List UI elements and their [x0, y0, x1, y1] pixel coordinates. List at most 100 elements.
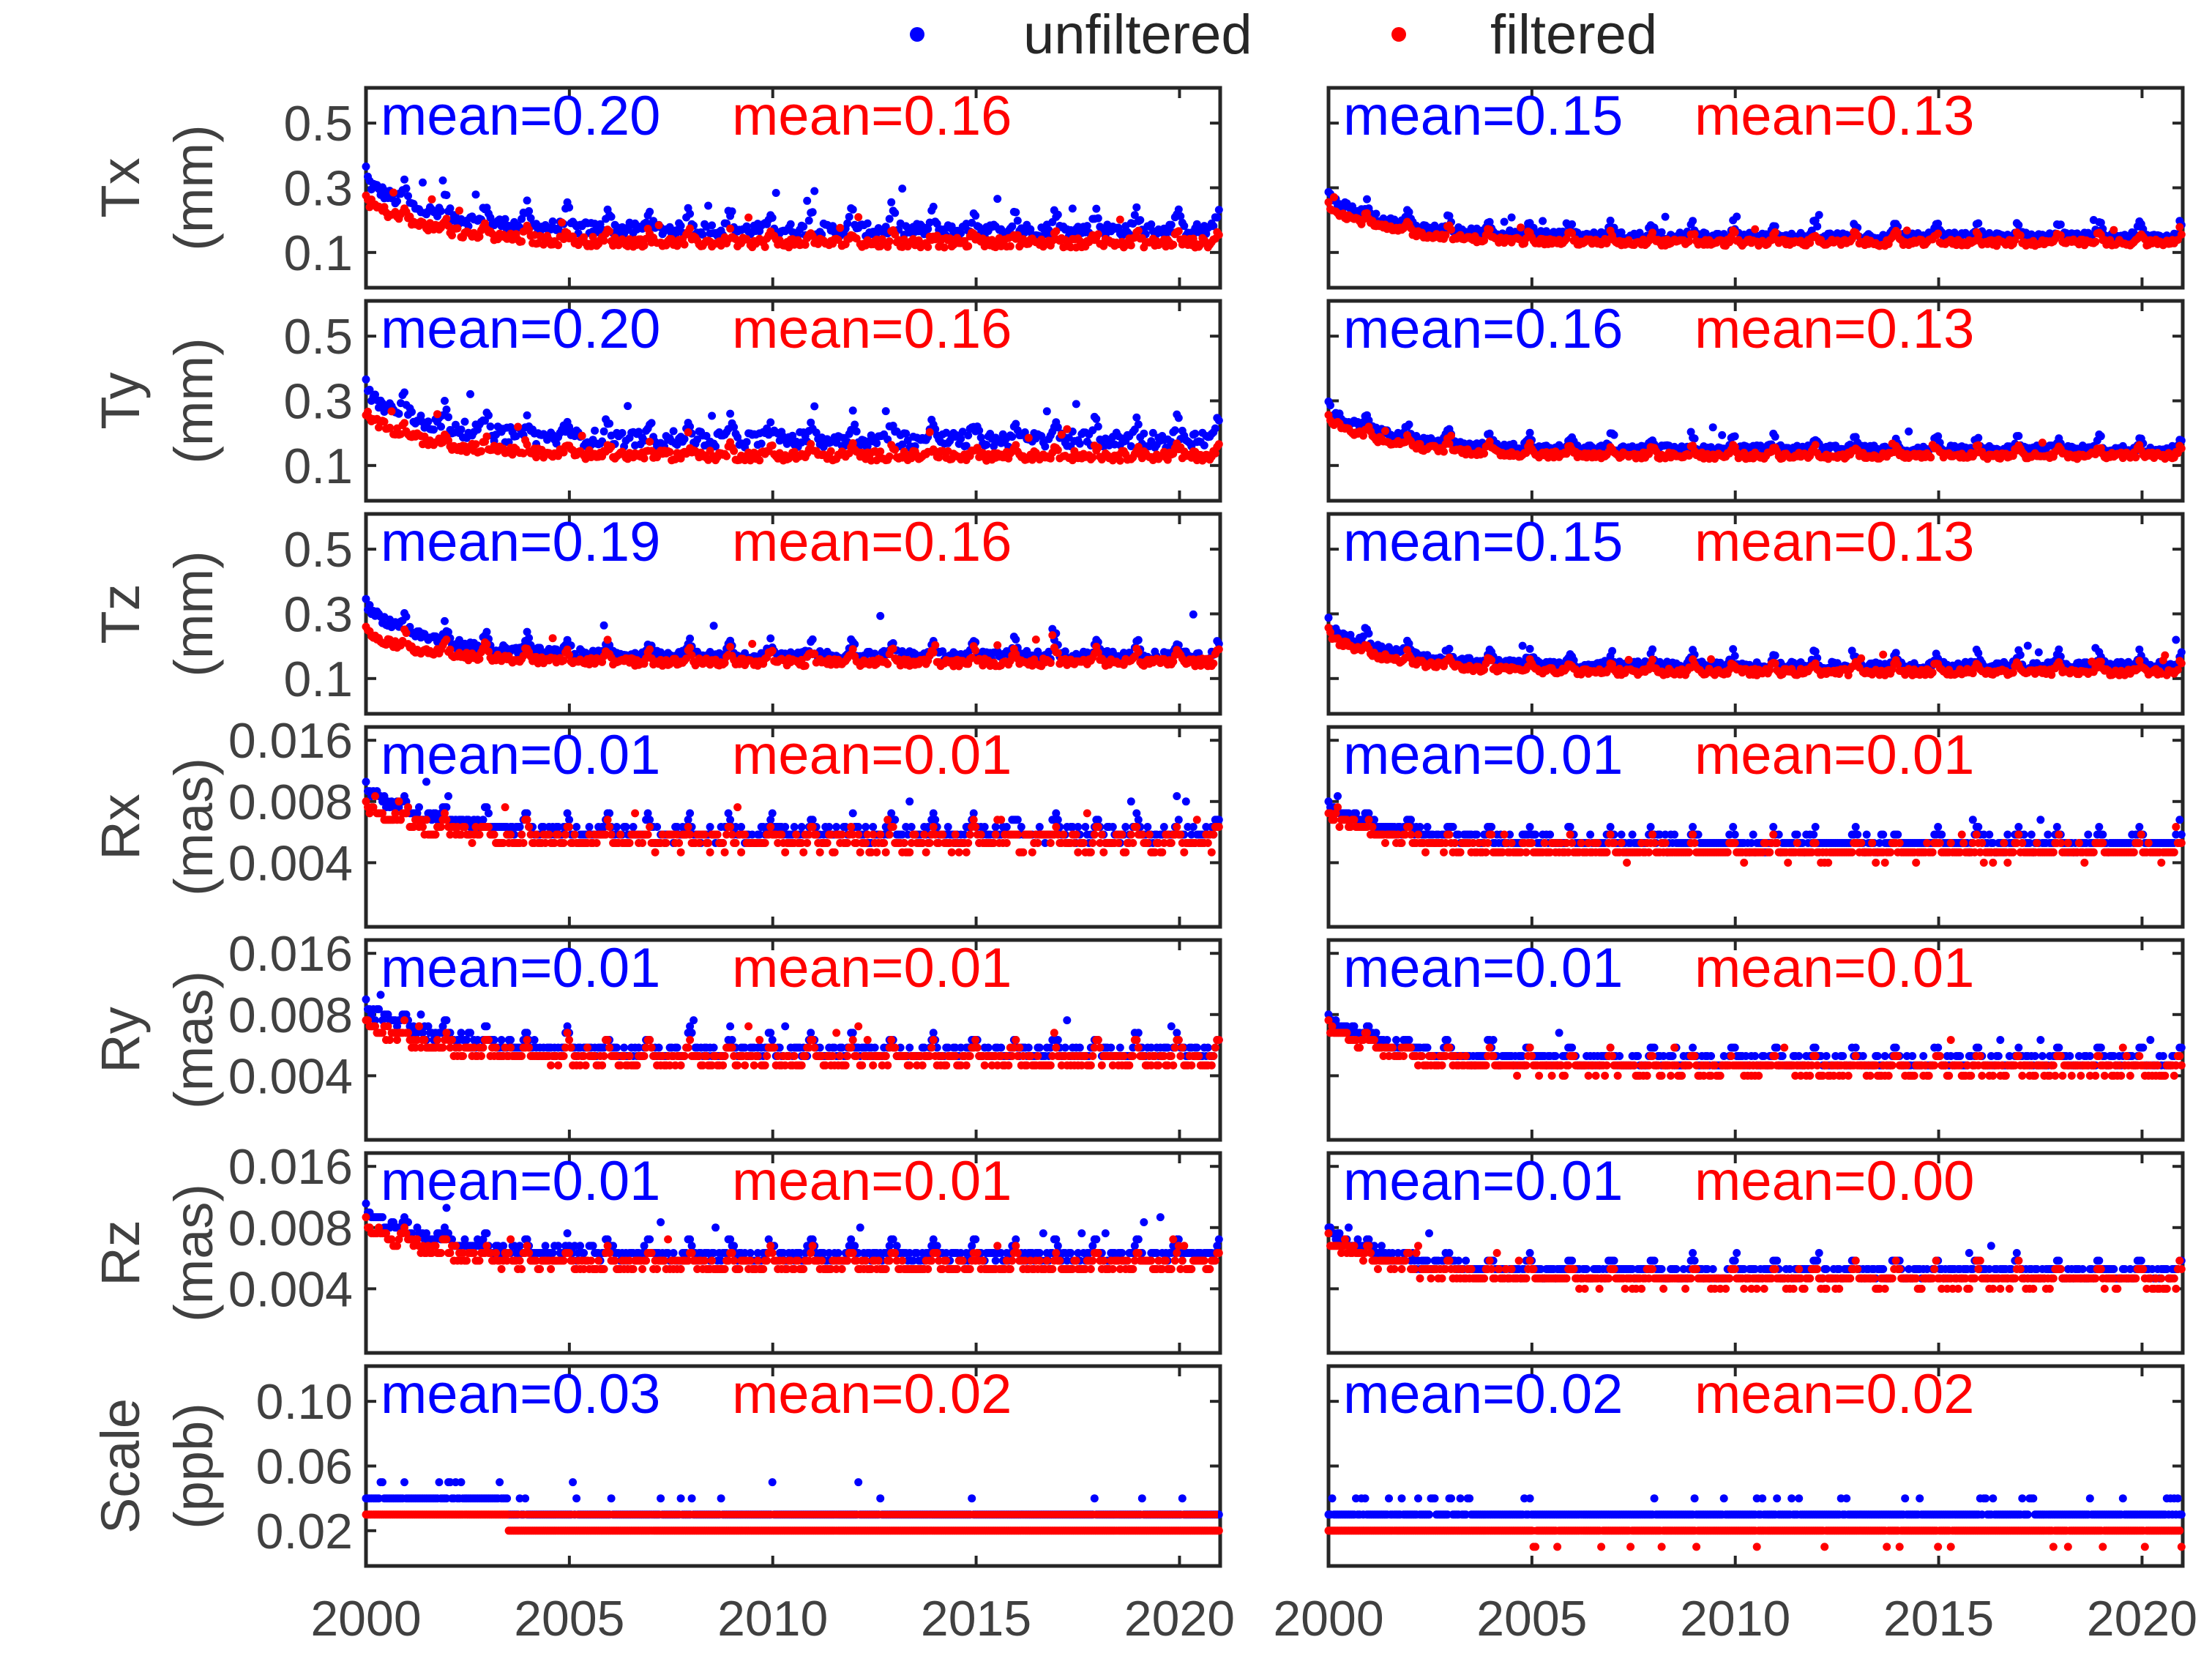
data-point-unfiltered	[1708, 423, 1717, 432]
data-point-unfiltered	[457, 425, 466, 434]
data-point-unfiltered	[1974, 433, 1983, 442]
data-point-unfiltered	[442, 191, 451, 199]
data-point-unfiltered	[804, 216, 813, 225]
data-point-unfiltered	[686, 634, 695, 643]
data-point-unfiltered	[1733, 212, 1741, 221]
mean-label-filtered: mean=0.16	[732, 511, 1012, 573]
data-point-filtered	[2016, 231, 2025, 239]
data-point-unfiltered	[523, 411, 531, 419]
data-point-unfiltered	[400, 175, 408, 184]
data-point-unfiltered	[402, 184, 411, 193]
y-axis-unit: (mm)	[163, 124, 224, 251]
data-point-filtered	[883, 660, 892, 668]
legend-label-unfiltered: unfiltered	[1023, 4, 1252, 66]
data-point-unfiltered	[876, 611, 885, 620]
data-point-filtered	[1006, 242, 1015, 250]
data-point-unfiltered	[501, 215, 509, 223]
data-point-filtered	[402, 629, 411, 638]
data-point-filtered	[1094, 230, 1102, 239]
data-point-filtered	[517, 237, 526, 246]
data-point-filtered	[826, 447, 835, 455]
data-point-unfiltered	[810, 402, 819, 411]
data-point-filtered	[1116, 215, 1124, 224]
data-point-filtered	[761, 242, 769, 251]
data-point-filtered	[1447, 225, 1455, 234]
y-axis-unit: (mm)	[163, 337, 224, 464]
data-point-unfiltered	[646, 207, 654, 216]
data-point-unfiltered	[1905, 427, 1913, 436]
data-point-unfiltered	[1525, 644, 1534, 653]
data-point-filtered	[389, 188, 397, 197]
data-point-filtered	[801, 661, 810, 670]
data-point-unfiltered	[1690, 434, 1699, 443]
data-point-unfiltered	[1610, 430, 1618, 439]
data-point-filtered	[2038, 439, 2047, 447]
y-tick-label: 0.3	[283, 374, 353, 430]
data-point-unfiltered	[1147, 220, 1156, 228]
y-tick-label: 0.1	[283, 652, 353, 707]
data-point-unfiltered	[362, 163, 370, 171]
data-point-unfiltered	[1539, 217, 1547, 225]
data-point-filtered	[1690, 230, 1699, 239]
data-point-unfiltered	[2014, 432, 2023, 440]
data-point-unfiltered	[742, 438, 751, 447]
data-point-unfiltered	[1013, 216, 1022, 225]
data-point-filtered	[665, 448, 674, 456]
data-point-unfiltered	[2096, 432, 2105, 441]
data-point-unfiltered	[709, 622, 718, 630]
data-point-unfiltered	[1134, 635, 1143, 644]
data-point-unfiltered	[548, 217, 557, 225]
data-point-filtered	[1517, 223, 1525, 232]
data-point-unfiltered	[2056, 220, 2065, 229]
data-point-unfiltered	[1132, 413, 1141, 422]
data-point-unfiltered	[1176, 212, 1185, 220]
data-point-unfiltered	[1500, 217, 1509, 226]
data-point-filtered	[722, 452, 731, 460]
data-point-unfiltered	[1008, 433, 1017, 441]
data-point-filtered	[442, 215, 451, 223]
data-point-unfiltered	[1092, 414, 1101, 423]
data-point-unfiltered	[1689, 217, 1697, 225]
data-point-filtered	[946, 234, 954, 243]
data-point-unfiltered	[460, 417, 469, 426]
data-point-unfiltered	[393, 197, 401, 206]
data-point-filtered	[1048, 631, 1057, 640]
data-point-unfiltered	[1075, 439, 1084, 448]
panel-ty-col1: 0.10.30.5 mean=0.20 mean=0.16	[283, 298, 1223, 503]
panel-ty-col2: mean=0.16 mean=0.13	[1324, 298, 2186, 503]
data-point-unfiltered	[446, 204, 455, 213]
data-point-filtered	[971, 646, 980, 654]
data-point-unfiltered	[881, 407, 890, 416]
data-point-unfiltered	[1053, 210, 1062, 219]
data-point-unfiltered	[848, 406, 857, 415]
data-point-unfiltered	[728, 207, 736, 216]
data-point-filtered	[607, 442, 616, 451]
data-point-unfiltered	[395, 409, 403, 418]
data-point-filtered	[1214, 231, 1223, 239]
data-point-unfiltered	[486, 422, 495, 431]
data-point-unfiltered	[757, 439, 766, 448]
data-point-unfiltered	[808, 635, 817, 644]
data-point-unfiltered	[1140, 429, 1148, 438]
y-axis-name: Tz	[90, 583, 151, 644]
data-point-unfiltered	[437, 206, 445, 215]
data-point-unfiltered	[957, 434, 965, 443]
y-tick-label: 0.3	[283, 587, 353, 643]
data-point-unfiltered	[726, 409, 735, 418]
data-point-unfiltered	[1191, 429, 1200, 438]
y-axis-name: Tx	[90, 157, 151, 217]
data-point-filtered	[646, 645, 654, 654]
data-point-filtered	[834, 236, 842, 245]
y-tick-label: 0.5	[283, 96, 353, 152]
data-point-filtered	[380, 417, 389, 426]
data-point-filtered	[1440, 447, 1448, 456]
data-point-unfiltered	[898, 184, 907, 193]
data-point-filtered	[2110, 225, 2118, 234]
data-point-filtered	[1330, 193, 1338, 201]
data-point-filtered	[1214, 645, 1223, 654]
data-point-unfiltered	[803, 196, 812, 205]
mean-label-unfiltered: mean=0.16	[1343, 298, 1623, 360]
data-point-filtered	[1902, 226, 1911, 235]
data-point-unfiltered	[642, 218, 651, 227]
